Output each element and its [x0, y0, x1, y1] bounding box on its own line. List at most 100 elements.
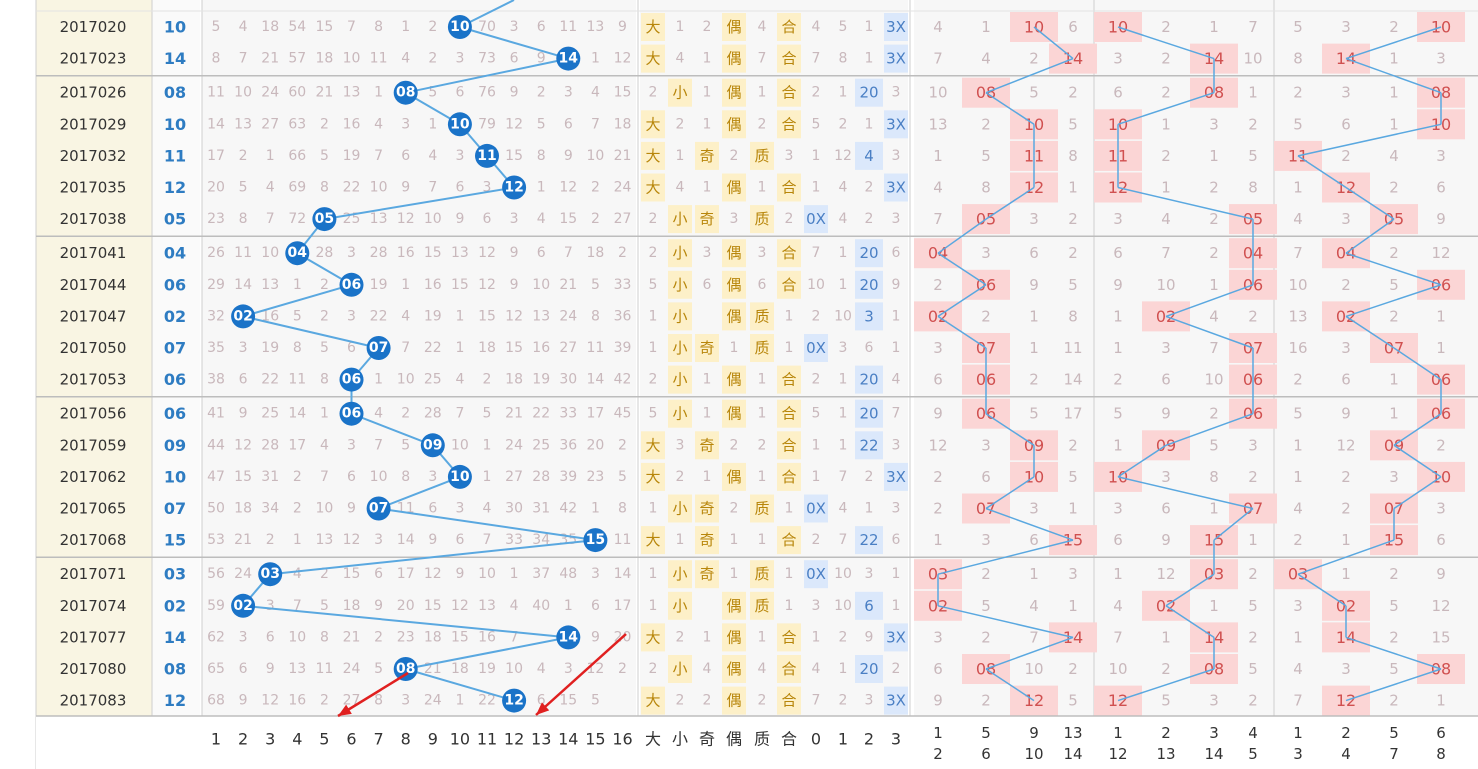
miss-value: 3: [401, 116, 410, 132]
miss-value: 21: [559, 277, 577, 293]
footer-group: 5: [1248, 745, 1258, 763]
group-miss: 3: [1436, 50, 1446, 68]
rem-miss: 10: [834, 598, 852, 614]
prime-miss: 1: [758, 469, 767, 485]
footer-prop: 大: [645, 730, 661, 749]
rem-label: 22: [859, 436, 878, 454]
miss-value: 15: [315, 19, 333, 35]
miss-value: 5: [374, 661, 383, 677]
rem-label: 3X: [886, 50, 906, 68]
even-cell: [722, 686, 746, 715]
miss-value: 4: [239, 19, 248, 35]
miss-value: 9: [564, 148, 573, 164]
even-label: 偶: [726, 18, 741, 36]
composite-cell: [777, 44, 801, 73]
composite-label: 合: [781, 115, 796, 133]
group-miss: 7: [1248, 18, 1258, 36]
miss-value: 16: [478, 629, 496, 645]
miss-value: 4: [374, 406, 383, 422]
miss-value: 4: [266, 180, 275, 196]
miss-value: 25: [261, 406, 279, 422]
rem-cell: [855, 365, 883, 394]
footer-group: 14: [1204, 745, 1223, 763]
footer-number: 9: [428, 730, 438, 749]
small-label: 小: [672, 500, 687, 518]
miss-value: 6: [401, 148, 410, 164]
miss-value: 28: [261, 437, 279, 453]
group-miss: 7: [933, 50, 943, 68]
group-miss: 1: [1209, 18, 1219, 36]
group-miss: 3: [1029, 500, 1039, 518]
composite-cell: [777, 173, 801, 202]
miss-value: 2: [374, 629, 383, 645]
group-miss: 3: [1161, 468, 1171, 486]
group-trend-line: [1345, 57, 1442, 94]
even-miss: 1: [730, 340, 739, 356]
issue-number: 2017071: [60, 565, 127, 583]
miss-value: 13: [261, 277, 279, 293]
miss-value: 28: [315, 245, 333, 261]
miss-value: 16: [532, 340, 550, 356]
prime-miss: 1: [758, 629, 767, 645]
group-miss: 9: [933, 405, 943, 423]
number-ball: [393, 80, 418, 105]
prime-label: 质: [754, 147, 769, 165]
miss-value: 5: [591, 277, 600, 293]
miss-value: 6: [455, 532, 464, 548]
group-miss: 3: [1341, 18, 1351, 36]
footer-number: 6: [346, 730, 356, 749]
footer-number: 11: [477, 730, 497, 749]
miss-value: 10: [397, 372, 415, 388]
rem-miss: 1: [812, 437, 821, 453]
miss-value: 8: [537, 148, 546, 164]
miss-value: 8: [293, 340, 302, 356]
issue-number: 2017044: [60, 276, 127, 294]
group-miss: 2: [1209, 405, 1219, 423]
footer-prop: 奇: [699, 730, 715, 749]
miss-value: 19: [424, 308, 442, 324]
miss-value: 10: [451, 437, 469, 453]
rem-label: 3X: [886, 18, 906, 36]
small-label: 小: [672, 307, 687, 325]
prime-label: 质: [754, 500, 769, 518]
odd-miss: 1: [703, 469, 712, 485]
group-miss: 8: [1248, 179, 1258, 197]
miss-value: 1: [591, 501, 600, 517]
miss-value: 8: [212, 51, 221, 67]
small-label: 小: [672, 339, 687, 357]
group-miss: 6: [1068, 18, 1078, 36]
miss-value: 73: [478, 51, 496, 67]
even-cell: [722, 13, 746, 41]
rem-miss: 2: [812, 532, 821, 548]
even-cell: [722, 302, 746, 331]
rem-label: 3X: [886, 179, 906, 197]
miss-value: 2: [618, 661, 627, 677]
group-miss: 6: [1341, 115, 1351, 133]
miss-value: 6: [347, 469, 356, 485]
footer-group: 1: [933, 724, 943, 742]
group-miss: 2: [1248, 565, 1258, 583]
miss-value: 7: [428, 180, 437, 196]
miss-value: 18: [234, 501, 252, 517]
miss-value: 10: [586, 148, 604, 164]
prime-label: 质: [754, 339, 769, 357]
group-miss: 7: [1209, 339, 1219, 357]
group-miss: 2: [1029, 50, 1039, 68]
rem-cell: [884, 623, 908, 652]
miss-value: 27: [505, 469, 523, 485]
group-miss: 9: [933, 692, 943, 710]
group-miss: 1: [1389, 50, 1399, 68]
even-cell: [722, 623, 746, 652]
number-ball: [312, 207, 337, 232]
rem-miss: 10: [834, 566, 852, 582]
group-miss: 4: [1293, 500, 1303, 518]
group-trend-line: [937, 539, 1074, 575]
miss-value: 23: [207, 211, 225, 227]
prime-cell: [750, 205, 774, 234]
group-miss: 4: [1029, 597, 1039, 615]
small-label: 小: [672, 276, 687, 294]
group-miss: 3: [981, 244, 991, 262]
miss-value: 2: [320, 277, 329, 293]
miss-value: 27: [261, 116, 279, 132]
group-trend-line: [985, 57, 1074, 94]
